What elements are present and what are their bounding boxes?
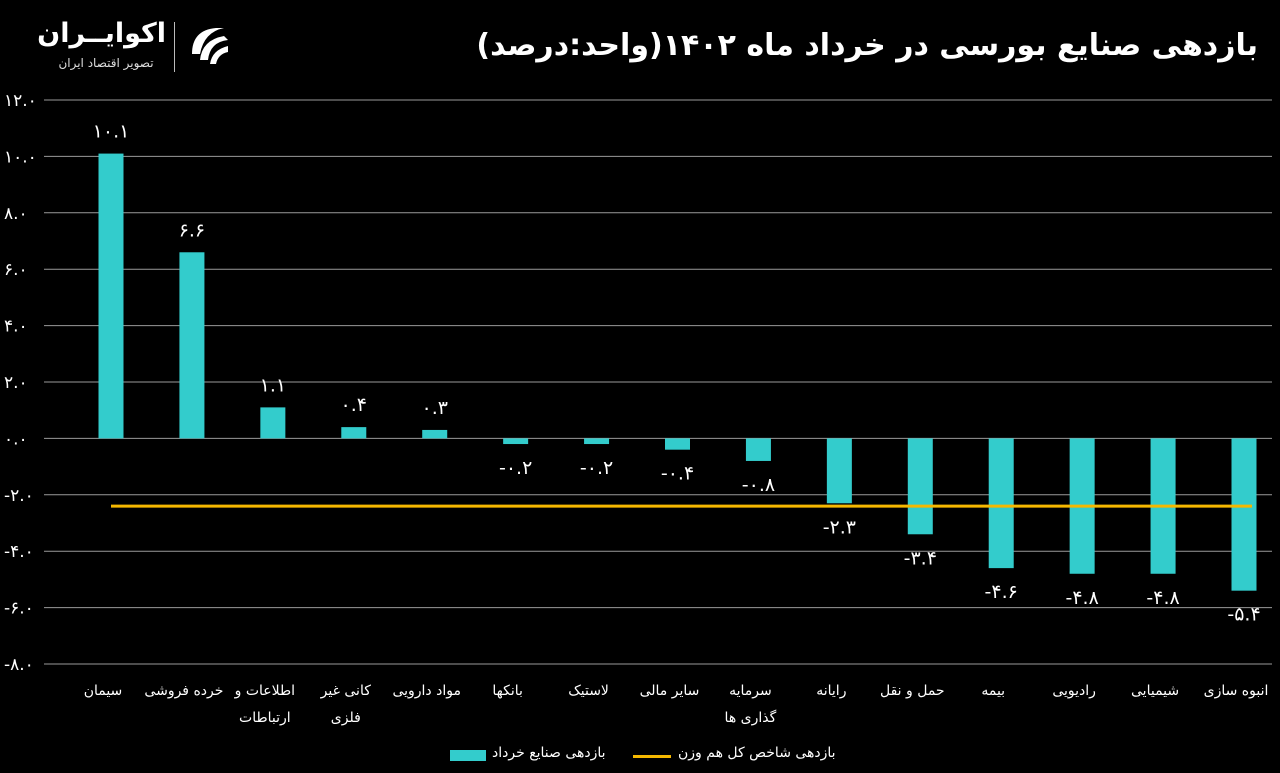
x-tick-label: خرده فروشی — [144, 683, 223, 699]
data-label: -۲.۳ — [823, 516, 856, 538]
y-tick-label: ۱۰.۰ — [4, 147, 37, 167]
y-axis-ticks: ۱۲.۰ ۱۰.۰ ۸.۰ ۶.۰ ۴.۰ ۲.۰ ۰.۰ -۲.۰ -۴.۰ -۶.۰ -۸.۰ — [4, 91, 37, 675]
bar — [988, 438, 1014, 569]
data-label: -۵.۴ — [1227, 604, 1260, 626]
x-tick-label: سایر مالی — [640, 683, 700, 699]
y-tick-label: ۶.۰ — [4, 260, 28, 280]
data-label: -۴.۶ — [985, 581, 1018, 603]
legend-label-line: بازدهی شاخص کل هم وزن — [678, 745, 836, 761]
legend-swatch-bar — [450, 750, 486, 761]
brand-mark-icon — [192, 28, 228, 64]
bar-series — [98, 153, 1257, 591]
bar — [826, 438, 852, 504]
bar — [745, 438, 771, 461]
bar — [98, 153, 124, 439]
x-tick-label: سرمایه — [729, 683, 772, 699]
x-tick-label: اطلاعات و — [234, 683, 295, 699]
data-label: -۰.۴ — [661, 463, 694, 485]
data-label: -۰.۲ — [499, 457, 532, 479]
data-label: -۰.۸ — [742, 474, 775, 496]
bar-chart: ۱۲.۰۱۰.۰۸.۰۶.۰۴.۰۲.۰۰.۰-۲.۰-۴.۰-۶.۰-۸.۰ … — [4, 91, 1272, 726]
bar — [1231, 438, 1257, 591]
bar — [341, 427, 367, 439]
data-label: ۰.۴ — [341, 394, 367, 416]
y-tick-label: -۶.۰ — [4, 599, 34, 619]
grid-lines — [44, 99, 1272, 665]
x-tick-label: کانی غیر — [320, 683, 372, 699]
x-tick-label: رادیویی — [1052, 683, 1096, 699]
brand-divider — [174, 22, 175, 72]
legend-label-bars: بازدهی صنایع خرداد — [492, 745, 606, 761]
y-tick-label: ۸.۰ — [4, 204, 28, 224]
x-tick-label: لاستیک — [568, 683, 609, 699]
y-tick-label: -۸.۰ — [4, 655, 34, 675]
data-label: -۳.۴ — [904, 547, 937, 569]
x-tick-label: حمل و نقل — [880, 683, 945, 699]
y-tick-label: -۲.۰ — [4, 486, 34, 506]
bar — [907, 438, 933, 535]
data-label: -۴.۸ — [1146, 587, 1179, 609]
x-tick-label: گذاری ها — [725, 709, 777, 726]
x-axis-ticks: سیمان خرده فروشی اطلاعات و ارتباطات کانی غیر… — [84, 683, 1269, 726]
legend-swatch-line — [633, 755, 671, 758]
brand-tagline: تصویر اقتصاد ایران — [58, 56, 154, 70]
x-tick-label: سیمان — [84, 683, 123, 699]
y-tick-label: -۴.۰ — [4, 542, 34, 562]
bar — [422, 429, 448, 439]
bar — [179, 252, 205, 439]
bar — [260, 407, 286, 439]
x-tick-label: بیمه — [981, 683, 1005, 699]
data-label: -۰.۲ — [580, 457, 613, 479]
data-label: ۱.۱ — [260, 374, 286, 396]
legend: بازدهی صنایع خرداد بازدهی شاخص کل هم وزن — [0, 745, 1280, 767]
bar — [665, 438, 690, 450]
chart-title: بازدهی صنایع بورسی در خرداد ماه ۱۴۰۲(واح… — [476, 28, 1258, 63]
data-label: ۶.۶ — [179, 219, 205, 241]
data-labels: ۱۰.۱ ۶.۶ ۱.۱ ۰.۴ ۰.۳ -۰.۲ -۰.۲ -۰.۴ -۰.۸ -۲.۳ -۳.۴… — [93, 121, 1261, 626]
brand-name: اکوایــران — [37, 18, 166, 49]
x-tick-label: فلزی — [331, 710, 361, 726]
x-tick-label: بانکها — [492, 683, 523, 699]
x-tick-label: ارتباطات — [239, 710, 291, 726]
data-label: -۴.۸ — [1065, 587, 1098, 609]
y-tick-label: ۱۲.۰ — [4, 91, 37, 111]
bar — [584, 438, 610, 445]
bar — [503, 438, 529, 445]
data-label: ۱۰.۱ — [93, 121, 130, 143]
y-tick-label: ۲.۰ — [4, 373, 28, 393]
x-tick-label: مواد دارویی — [392, 683, 461, 699]
y-tick-label: ۰.۰ — [4, 429, 28, 449]
y-tick-label: ۴.۰ — [4, 317, 28, 337]
x-tick-label: شیمیایی — [1131, 683, 1179, 699]
x-tick-label: انبوه سازی — [1204, 683, 1269, 699]
x-tick-label: رایانه — [816, 683, 846, 699]
data-label: ۰.۳ — [421, 397, 447, 419]
brand-logo: اکوایــران تصویر اقتصاد ایران — [37, 18, 246, 76]
